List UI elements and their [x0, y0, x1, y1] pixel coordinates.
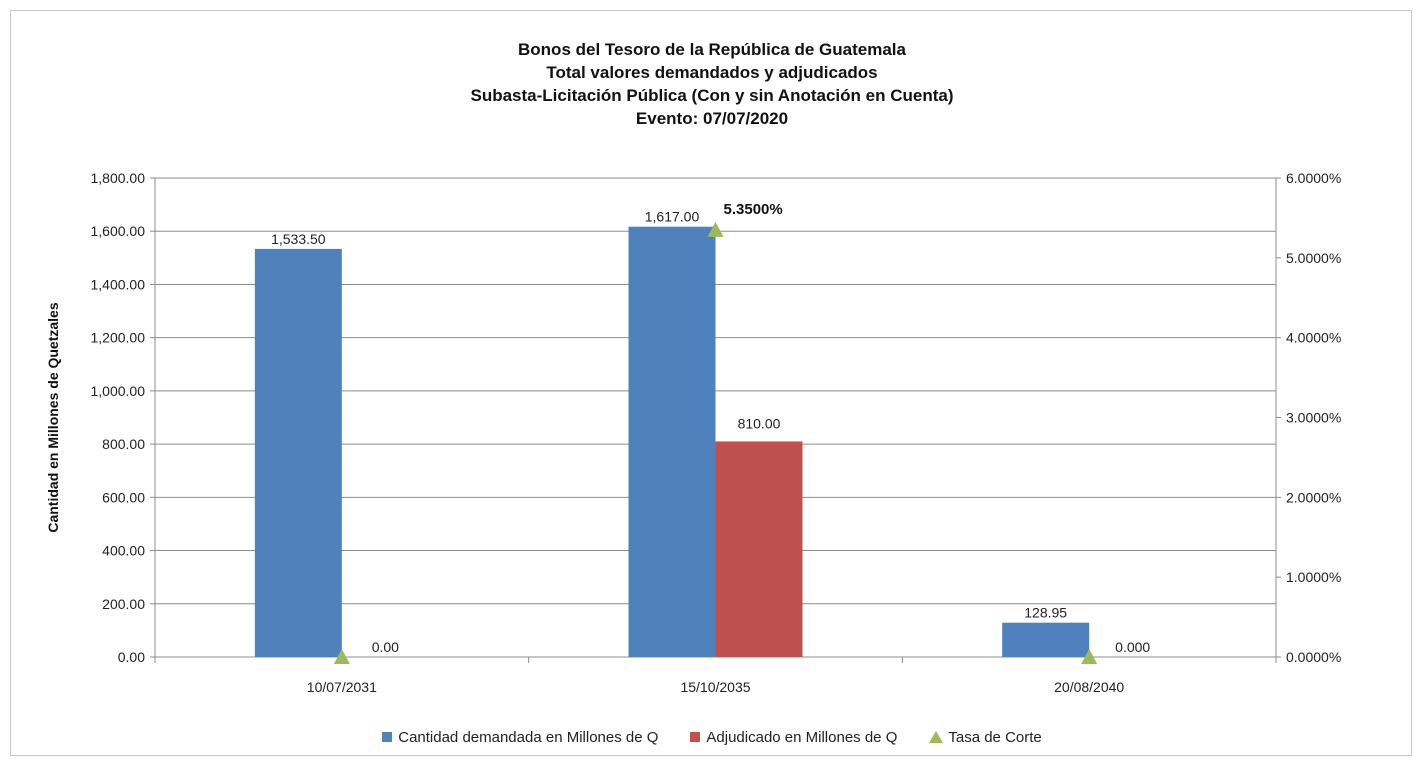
legend-item-tasa: Tasa de Corte — [929, 728, 1042, 746]
legend-item-adjudicado: Adjudicado en Millones de Q — [690, 729, 897, 746]
x-tick-label: 15/10/2035 — [680, 679, 750, 695]
bar-adjudicado — [715, 441, 803, 657]
x-tick-label: 20/08/2040 — [1054, 679, 1124, 695]
data-label-adjudicado: 0.00 — [372, 639, 399, 655]
data-label-demandado: 1,533.50 — [271, 231, 326, 247]
legend-swatch-adjudicado — [690, 732, 701, 742]
y2-tick-label: 2.0000% — [1286, 489, 1341, 505]
legend-label-demandado: Cantidad demandada en Millones de Q — [398, 728, 659, 746]
y2-tick-label: 6.0000% — [1286, 170, 1341, 186]
y-tick-label: 800.00 — [102, 436, 145, 452]
chart-legend: Cantidad demandada en Millones de Q Adju… — [0, 726, 1424, 748]
y2-tick-label: 0.0000% — [1286, 649, 1341, 665]
marker-tasa — [333, 649, 350, 664]
y-tick-label: 600.00 — [102, 489, 145, 505]
bar-demandado — [628, 226, 716, 657]
marker-tasa — [707, 221, 724, 237]
legend-label-adjudicado: Adjudicado en Millones de Q — [706, 728, 898, 746]
y-tick-label: 200.00 — [102, 596, 145, 612]
y2-tick-label: 5.0000% — [1286, 250, 1341, 266]
data-label-adjudicado: 0.000 — [1115, 639, 1150, 655]
bar-demandado — [1002, 622, 1090, 657]
legend-swatch-demandado — [382, 732, 393, 742]
y-axis-title: Cantidad en Millones de Quetzales — [45, 302, 61, 532]
y-tick-label: 1,800.00 — [91, 170, 146, 186]
chart-title-line-1: Bonos del Tesoro de la República de Guat… — [518, 40, 906, 59]
data-label-adjudicado: 810.00 — [738, 415, 781, 431]
marker-tasa — [1081, 649, 1098, 664]
legend-item-demandado: Cantidad demandada en Millones de Q — [382, 729, 658, 746]
y-tick-label: 1,600.00 — [91, 223, 146, 239]
x-tick-label: 10/07/2031 — [307, 679, 377, 695]
chart-title-line-2: Total valores demandados y adjudicados — [546, 63, 878, 82]
y-tick-label: 0.00 — [118, 649, 145, 665]
y2-tick-label: 1.0000% — [1286, 569, 1341, 585]
y-tick-label: 1,000.00 — [91, 383, 146, 399]
data-label-demandado: 1,617.00 — [645, 209, 700, 225]
y-tick-label: 1,200.00 — [91, 330, 146, 346]
data-label-tasa: 5.3500% — [724, 201, 783, 218]
y-tick-label: 1,400.00 — [91, 276, 146, 292]
bar-demandado — [254, 248, 342, 657]
y2-tick-label: 3.0000% — [1286, 410, 1341, 426]
chart-title-line-4: Evento: 07/07/2020 — [635, 109, 789, 128]
y2-tick-label: 4.0000% — [1286, 330, 1341, 346]
legend-triangle-icon — [929, 731, 944, 743]
data-label-demandado: 128.95 — [1024, 605, 1067, 621]
y-tick-label: 400.00 — [102, 543, 145, 559]
chart-title-line-3: Subasta-Licitación Pública (Con y sin An… — [470, 86, 954, 105]
legend-label-tasa: Tasa de Corte — [948, 728, 1042, 746]
